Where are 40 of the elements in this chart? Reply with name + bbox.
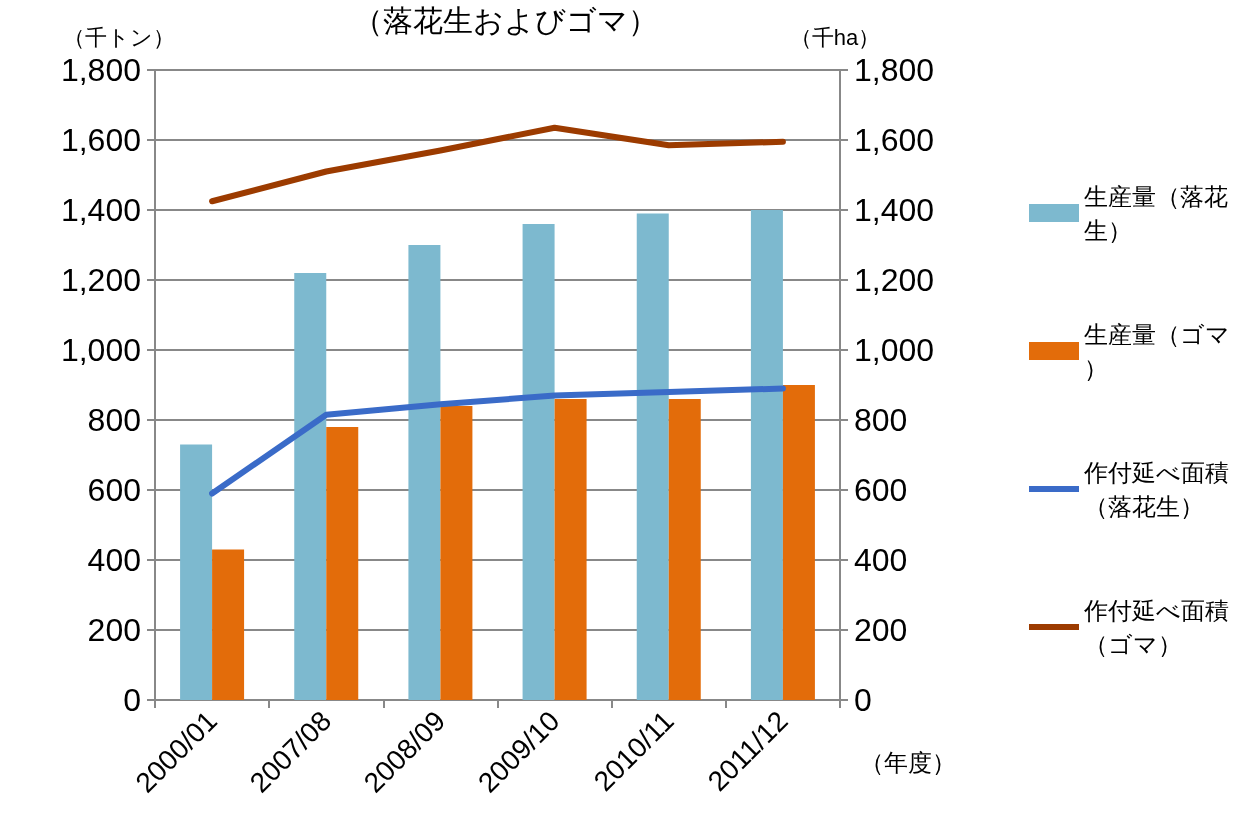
bar <box>294 273 327 700</box>
legend-label: 作付延べ面積（ゴマ） <box>1083 596 1229 658</box>
y-tick-label: 1,200 <box>60 262 141 298</box>
y-tick-label: 600 <box>87 472 141 508</box>
bar <box>326 427 359 700</box>
y2-tick-label: 1,800 <box>854 52 935 88</box>
legend-label: 生産量（落花生） <box>1084 182 1228 244</box>
bar <box>440 406 473 700</box>
y2-tick-label: 200 <box>854 612 908 648</box>
y2-axis-title: （千ha） <box>789 24 881 50</box>
legend-label: 生産量（ゴマ） <box>1084 320 1230 382</box>
y2-tick-label: 0 <box>854 682 872 718</box>
y-tick-label: 200 <box>87 612 141 648</box>
x-axis-title: （年度） <box>860 748 956 776</box>
bar <box>668 399 701 700</box>
y-tick-label: 400 <box>87 542 141 578</box>
y2-tick-label: 800 <box>854 402 908 438</box>
chart-title: （落花生およびゴマ） <box>352 3 658 37</box>
legend-label: 作付延べ面積（落花生） <box>1083 458 1229 520</box>
y-tick-label: 800 <box>87 402 141 438</box>
y-axis-title: （千トン） <box>63 24 175 50</box>
bar <box>750 210 783 700</box>
y2-tick-label: 1,200 <box>854 262 935 298</box>
bar <box>522 224 555 700</box>
bar <box>408 245 441 700</box>
y-tick-label: 0 <box>123 682 141 718</box>
bar <box>782 385 815 700</box>
y2-tick-label: 1,600 <box>854 122 935 158</box>
bar <box>180 444 213 700</box>
y-tick-label: 1,600 <box>60 122 141 158</box>
y-tick-label: 1,400 <box>60 192 141 228</box>
bar <box>636 213 669 700</box>
y2-tick-label: 600 <box>854 472 908 508</box>
y-tick-label: 1,000 <box>60 332 141 368</box>
y2-tick-label: 400 <box>854 542 908 578</box>
y2-tick-label: 1,000 <box>854 332 935 368</box>
bar <box>212 549 245 700</box>
y2-tick-label: 1,400 <box>854 192 935 228</box>
y-tick-label: 1,800 <box>60 52 141 88</box>
bar <box>554 399 587 700</box>
